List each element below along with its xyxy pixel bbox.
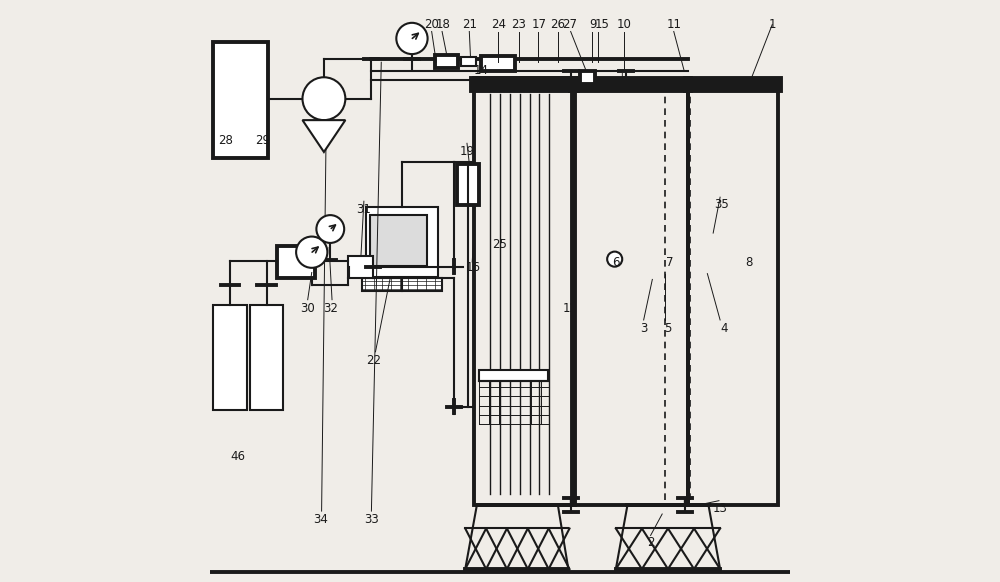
Text: 20: 20 [424, 18, 439, 31]
Text: 25: 25 [493, 238, 507, 251]
Text: 27: 27 [563, 18, 578, 31]
Text: 6: 6 [612, 255, 620, 268]
Bar [685, 79, 781, 91]
Text: 46: 46 [231, 449, 246, 463]
Bar [362, 278, 442, 291]
Text: 3: 3 [640, 322, 647, 335]
Text: 28: 28 [219, 134, 233, 147]
Bar [277, 246, 315, 278]
Text: 22: 22 [366, 354, 381, 367]
Circle shape [396, 23, 428, 54]
Text: 29: 29 [255, 134, 270, 147]
Text: 15: 15 [595, 18, 609, 31]
Text: 12: 12 [563, 302, 578, 315]
Text: 14: 14 [474, 65, 489, 77]
Text: 19: 19 [459, 146, 474, 158]
Bar [580, 72, 595, 84]
Text: 10: 10 [617, 18, 631, 31]
Text: 31: 31 [356, 203, 371, 217]
Bar [474, 88, 575, 505]
Text: 9: 9 [589, 18, 596, 31]
Text: 26: 26 [550, 18, 565, 31]
Bar [250, 306, 283, 410]
Bar [213, 306, 247, 410]
Text: H: H [621, 73, 627, 81]
Bar [479, 370, 548, 381]
Bar [572, 88, 688, 505]
Circle shape [316, 215, 344, 243]
Text: H: H [568, 499, 575, 508]
Bar [370, 215, 427, 266]
Text: 18: 18 [436, 18, 451, 31]
Bar [435, 55, 458, 68]
Text: 32: 32 [323, 302, 338, 315]
Text: 16: 16 [465, 261, 480, 274]
Text: 35: 35 [714, 198, 729, 211]
Polygon shape [302, 120, 345, 152]
Text: 1: 1 [768, 18, 776, 31]
Text: 11: 11 [666, 18, 681, 31]
Text: 33: 33 [364, 513, 379, 526]
Bar [461, 57, 476, 66]
Text: 30: 30 [300, 302, 314, 315]
Text: 24: 24 [491, 18, 506, 31]
Text: 34: 34 [313, 513, 328, 526]
Bar [688, 88, 778, 505]
Bar [570, 79, 691, 91]
Circle shape [607, 251, 622, 267]
Text: 17: 17 [531, 18, 546, 31]
Bar [213, 42, 268, 158]
Text: 23: 23 [511, 18, 526, 31]
Text: 5: 5 [664, 322, 672, 335]
Text: 7: 7 [666, 255, 673, 268]
Bar [481, 56, 515, 72]
Circle shape [296, 236, 327, 268]
Bar [366, 207, 438, 276]
Circle shape [302, 77, 345, 120]
Text: H: H [682, 499, 689, 508]
Text: 21: 21 [462, 18, 477, 31]
Bar [457, 164, 479, 205]
Text: 13: 13 [713, 502, 728, 514]
Text: 8: 8 [745, 255, 753, 268]
Bar [471, 79, 578, 91]
Bar [348, 255, 373, 278]
Text: 4: 4 [720, 322, 728, 335]
Text: 2: 2 [647, 537, 654, 549]
